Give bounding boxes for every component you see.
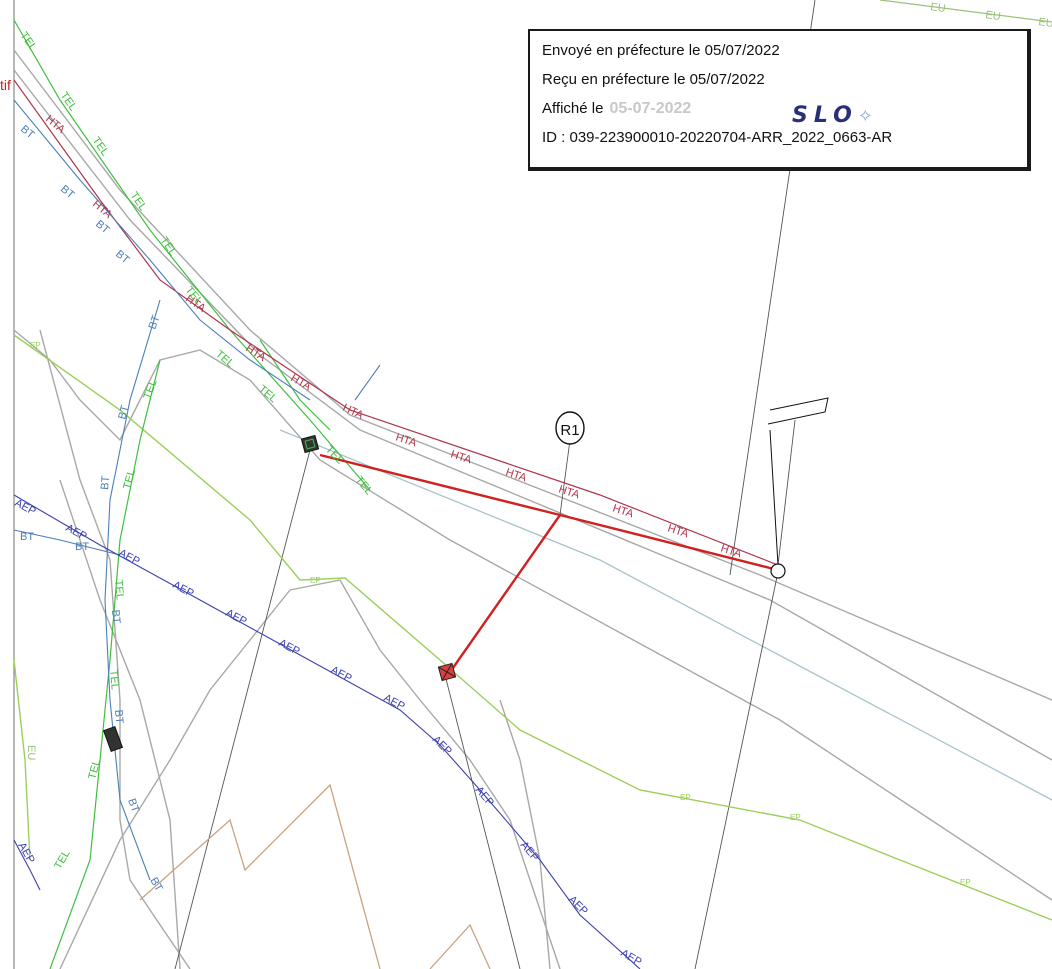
ep-label: EP — [790, 813, 801, 822]
stamp-posted-prefix: Affiché le — [542, 100, 604, 117]
bt-label: BT — [58, 183, 77, 201]
hta-label: HTA — [666, 522, 690, 540]
hta-label: HTA — [557, 483, 581, 501]
tel-label: TEL — [213, 348, 236, 370]
ep-label: EP — [680, 793, 691, 802]
r1-marker-label: R1 — [560, 422, 579, 439]
r1-marker-circle — [555, 411, 585, 445]
tel-label: TEL — [121, 468, 138, 491]
prefecture-stamp: Envoyé en préfecture le 05/07/2022 Reçu … — [528, 29, 1031, 171]
bt-label: BT — [93, 218, 112, 236]
bt-label: BT — [20, 531, 34, 543]
tel-label: TEL — [107, 669, 121, 690]
stamp-posted-date: 05-07-2022 — [609, 100, 692, 117]
chamber-box-green — [300, 434, 320, 454]
tel-label: TEL — [323, 444, 346, 467]
aep-label: AEP — [566, 894, 590, 918]
aep-label: AEP — [64, 522, 89, 543]
chamber-boxes — [102, 434, 457, 753]
hta-labels: HTA HTA HTA HTA HTA HTA HTA HTA HTA HTA … — [43, 113, 743, 560]
stamp-posted: Affiché le 05-07-2022 — [542, 99, 1015, 128]
tel-labels: TEL TEL TEL TEL TEL TEL TEL TEL TEL TEL … — [18, 30, 375, 872]
tel-label: TEL — [256, 383, 279, 405]
aep-label: AEP — [117, 547, 142, 568]
eu-label: EU — [25, 745, 37, 760]
aep-network — [13, 494, 641, 969]
stamp-id: ID : 039-223900010-20220704-ARR_2022_066… — [542, 129, 893, 146]
tel-label: TEL — [142, 378, 160, 401]
hta-network — [13, 79, 779, 566]
aep-label: AEP — [619, 947, 644, 968]
eu-label: EU — [985, 9, 1002, 23]
ep-label: EP — [30, 341, 41, 350]
aep-label: AEP — [382, 692, 407, 713]
bt-label: BT — [109, 609, 122, 624]
light-parcel-line — [279, 429, 1052, 801]
boundary-lines — [139, 783, 491, 969]
r1-marker[interactable]: R1 — [555, 411, 585, 445]
eu-label: EU — [1038, 16, 1052, 30]
tel-network — [13, 19, 371, 969]
hta-label: HTA — [289, 372, 314, 393]
bt-label: BT — [125, 797, 141, 815]
ep-network — [13, 334, 1052, 921]
red-route — [319, 453, 779, 676]
aep-label: AEP — [171, 579, 196, 600]
hta-label: HTA — [394, 431, 418, 449]
pole-symbol — [767, 397, 829, 566]
tel-label: TEL — [86, 758, 103, 781]
slo-logo: SLO✧ — [792, 103, 873, 128]
eu-label: EU — [930, 1, 947, 15]
tel-label: TEL — [18, 30, 39, 53]
slo-logo-swoosh-icon: ✧ — [857, 106, 873, 127]
eu-labels: EU EU EU EU — [25, 1, 1052, 760]
tel-label: TEL — [52, 848, 72, 871]
bt-label: BT — [18, 123, 37, 141]
pole-circle — [770, 563, 786, 579]
stamp-received: Reçu en préfecture le 05/07/2022 — [542, 71, 765, 88]
bt-label: BT — [99, 475, 112, 490]
slo-logo-text: SLO — [792, 103, 858, 128]
tel-label: TEL — [158, 235, 179, 258]
tel-label: TEL — [112, 579, 126, 600]
ep-labels: EP EP EP EP EP — [30, 341, 971, 887]
bt-label: BT — [75, 541, 89, 553]
bt-label: BT — [147, 313, 163, 331]
chamber-box-dark — [102, 725, 124, 753]
bt-label: BT — [113, 248, 132, 266]
ep-label: EP — [310, 576, 321, 585]
ep-label: EP — [960, 878, 971, 887]
edge-label: tif — [0, 77, 11, 93]
bt-network — [13, 99, 381, 881]
stamp-sent: Envoyé en préfecture le 05/07/2022 — [542, 42, 780, 59]
aep-label: AEP — [277, 637, 302, 658]
parcel-lines — [13, 49, 1052, 969]
tel-label: TEL — [353, 474, 375, 497]
eu-network — [879, 0, 1052, 23]
aep-label: AEP — [15, 841, 36, 866]
hta-label: HTA — [90, 198, 114, 221]
aep-label: AEP — [13, 497, 38, 518]
bt-label: BT — [112, 709, 125, 724]
bt-label: BT — [116, 404, 131, 421]
